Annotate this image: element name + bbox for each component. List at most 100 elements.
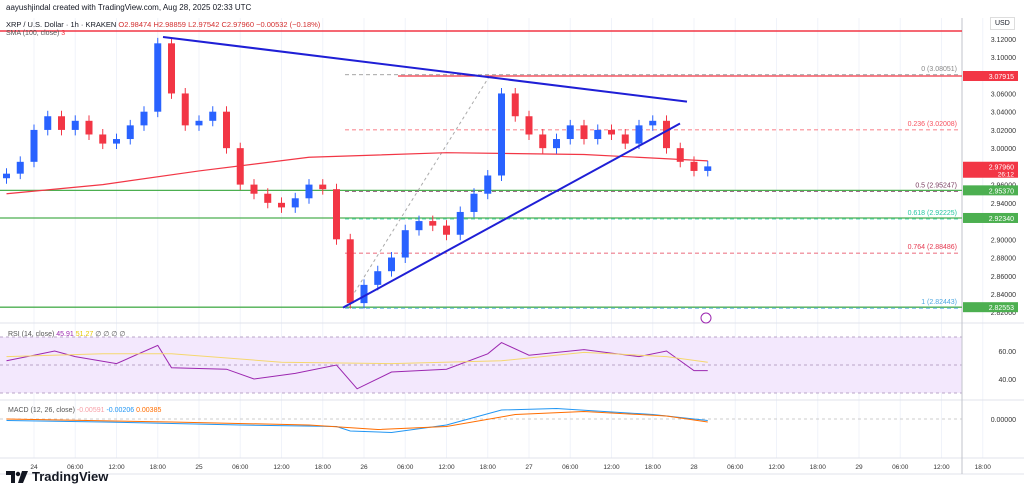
- sma-legend[interactable]: SMA (100, close) 3: [6, 30, 65, 37]
- price-tick: 3.06000: [991, 91, 1016, 98]
- candle: [113, 139, 120, 144]
- candle: [154, 43, 162, 112]
- rsi-line: [6, 342, 708, 390]
- close-value: C2.97960: [221, 20, 254, 29]
- time-tick: 12:00: [438, 464, 455, 471]
- candle: [126, 125, 134, 140]
- descending-trendline: [162, 35, 688, 103]
- price-badge-label: 2.95370: [989, 188, 1014, 195]
- candle: [236, 148, 244, 185]
- candle: [333, 189, 340, 240]
- time-tick: 12:00: [768, 464, 785, 471]
- macd-label: MACD (12, 26, close): [8, 407, 75, 414]
- time-tick: 12:00: [933, 464, 950, 471]
- price-tick: 2.94000: [991, 201, 1016, 208]
- fib-label: 1 (2.82443): [921, 299, 957, 306]
- candle: [539, 134, 547, 149]
- rsi-legend[interactable]: RSI (14, close) 45.91 51.27 ∅ ∅ ∅ ∅: [8, 330, 125, 338]
- price-tick: 2.88000: [991, 256, 1016, 263]
- candle: [456, 211, 464, 235]
- price-badge: [963, 161, 1018, 178]
- candle: [58, 116, 65, 130]
- price-badge-label: 2.97960: [989, 165, 1014, 172]
- credit-text: aayushjindal created with TradingView.co…: [6, 3, 252, 12]
- symbol[interactable]: XRP / U.S. Dollar · 1h · KRAKEN: [6, 20, 117, 29]
- candle: [704, 166, 712, 171]
- time-tick: 06:00: [232, 464, 249, 471]
- candle: [3, 173, 10, 179]
- time-tick: 18:00: [315, 464, 332, 471]
- candle: [676, 148, 684, 162]
- candle: [470, 193, 478, 212]
- macd-legend[interactable]: MACD (12, 26, close) -0.00591 -0.00206 0…: [8, 407, 161, 414]
- signal-line: [6, 410, 708, 431]
- price-tick: 2.82000: [991, 310, 1016, 317]
- rsi-ma-line: [6, 351, 708, 365]
- macd-line: [6, 407, 708, 434]
- candle: [566, 125, 574, 140]
- price-badge-label: 3.07915: [989, 74, 1014, 81]
- time-tick: 18:00: [810, 464, 827, 471]
- candle: [401, 230, 409, 258]
- candle: [415, 221, 423, 231]
- time-tick: 29: [855, 464, 863, 471]
- time-tick: 06:00: [67, 464, 84, 471]
- candle: [374, 271, 382, 285]
- countdown-label: 26:12: [998, 172, 1015, 179]
- candle: [635, 125, 643, 144]
- candle: [195, 120, 203, 126]
- rsi-ma: 51.27: [75, 331, 94, 338]
- price-tick: 2.84000: [991, 292, 1016, 299]
- rsi-extra: ∅ ∅ ∅ ∅: [95, 331, 126, 338]
- candle: [305, 184, 313, 199]
- fib-label: 0.618 (2.92225): [908, 210, 957, 217]
- change-value: −0.00532 (−0.18%): [256, 20, 321, 29]
- rsi-label: RSI (14, close): [8, 331, 55, 338]
- price-tick: 2.86000: [991, 274, 1016, 281]
- fib-label: 0 (3.08051): [921, 66, 957, 73]
- price-tick: 3.02000: [991, 128, 1016, 135]
- candle: [30, 129, 38, 162]
- low-value: L2.97542: [188, 20, 220, 29]
- candle: [319, 184, 327, 190]
- time-tick: 18:00: [150, 464, 167, 471]
- candle: [181, 93, 189, 126]
- fib-label: 0.5 (2.95247): [915, 182, 957, 189]
- lightning-icon: [700, 312, 712, 324]
- candle: [264, 193, 272, 203]
- candle: [621, 134, 629, 144]
- time-tick: 06:00: [562, 464, 579, 471]
- price-badge: [963, 71, 1018, 82]
- currency-label[interactable]: USD: [990, 17, 1015, 30]
- price-tick: 3.00000: [991, 146, 1016, 153]
- candle: [291, 198, 299, 208]
- fib-diagonal: [344, 74, 491, 308]
- candle: [16, 161, 24, 174]
- time-tick: 06:00: [727, 464, 744, 471]
- candle: [250, 184, 258, 194]
- candle: [346, 239, 354, 304]
- candle: [360, 284, 368, 304]
- candle: [429, 221, 437, 226]
- time-tick: 24: [30, 464, 38, 471]
- candle: [223, 111, 230, 149]
- price-badge-label: 2.82553: [989, 305, 1014, 312]
- candle: [525, 116, 533, 135]
- macd-value: -0.00206: [106, 407, 135, 414]
- candle: [580, 125, 588, 140]
- price-badge: [963, 302, 1018, 313]
- candle: [44, 116, 52, 130]
- price-tick: 3.04000: [991, 110, 1016, 117]
- price-tick: 3.12000: [991, 37, 1016, 44]
- time-tick: 26: [360, 464, 368, 471]
- tv-logo-icon: [6, 470, 28, 483]
- candle: [690, 161, 698, 171]
- candle: [484, 175, 492, 194]
- candle: [608, 129, 615, 135]
- sma-line: [6, 152, 708, 195]
- candle: [99, 134, 107, 144]
- candle: [553, 139, 560, 149]
- open-value: O2.98474: [118, 20, 152, 29]
- brand-name: TradingView: [32, 469, 109, 484]
